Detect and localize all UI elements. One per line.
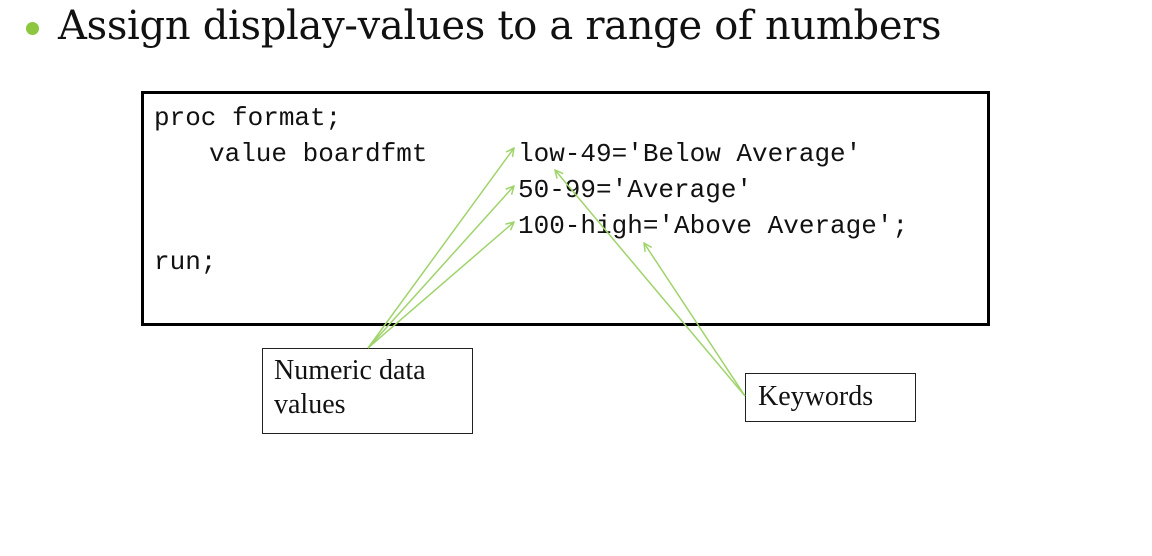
callout-numeric-data-values: Numeric data values: [262, 348, 473, 434]
code-range-mid: 50-99='Average': [518, 175, 753, 205]
code-line-run: run;: [154, 247, 217, 277]
code-line-proc-format: proc format;: [154, 103, 342, 133]
code-box: proc format; value boardfmt low-49='Belo…: [141, 91, 990, 326]
code-range-high: 100-high='Above Average';: [518, 211, 909, 241]
callout-keywords-label: Keywords: [758, 381, 874, 412]
callout-keywords: Keywords: [745, 373, 916, 422]
bullet-dot: [26, 22, 39, 35]
callout-numeric-line2: values: [274, 389, 346, 420]
callout-numeric-line1: Numeric data: [274, 355, 426, 386]
code-range-low: low-49='Below Average': [518, 139, 862, 169]
slide-heading: Assign display-values to a range of numb…: [58, 3, 942, 49]
code-line-value-boardfmt: value boardfmt: [209, 139, 428, 169]
